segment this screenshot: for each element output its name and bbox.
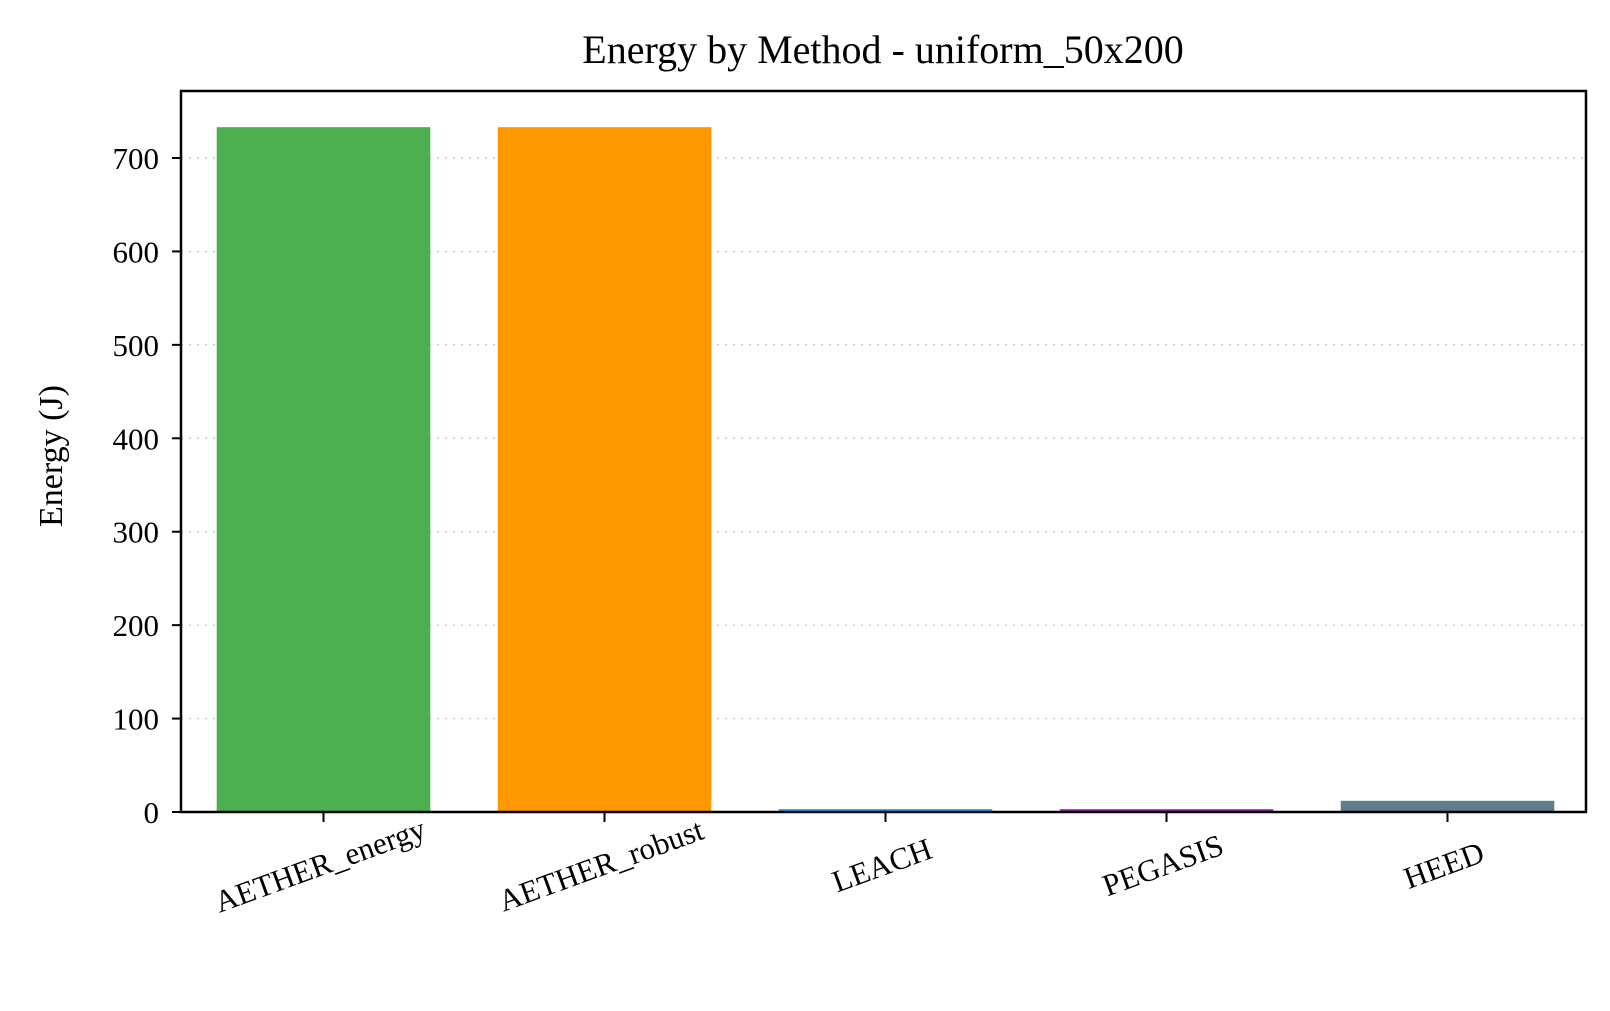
y-tick-label: 600	[113, 234, 160, 269]
y-tick-label: 500	[113, 328, 160, 363]
bar-pegasis	[1059, 809, 1274, 812]
y-tick-label: 200	[113, 608, 160, 643]
y-tick-label: 0	[144, 795, 160, 830]
y-axis-ticks: 0 100 200 300 400 500 600 700	[113, 141, 181, 830]
y-tick-label: 100	[113, 702, 160, 737]
bar-leach	[778, 809, 993, 812]
bar-aether-energy	[216, 127, 431, 812]
y-tick-label: 400	[113, 421, 160, 456]
chart-title: Energy by Method - uniform_50x200	[582, 27, 1183, 72]
plot-frame	[179, 89, 1588, 814]
y-tick-label: 300	[113, 515, 160, 550]
y-tick-label: 700	[113, 141, 160, 176]
y-axis-label: Energy (J)	[33, 385, 70, 527]
bars	[216, 127, 1555, 812]
bar-aether-robust	[497, 127, 712, 812]
bar-heed	[1340, 800, 1555, 812]
